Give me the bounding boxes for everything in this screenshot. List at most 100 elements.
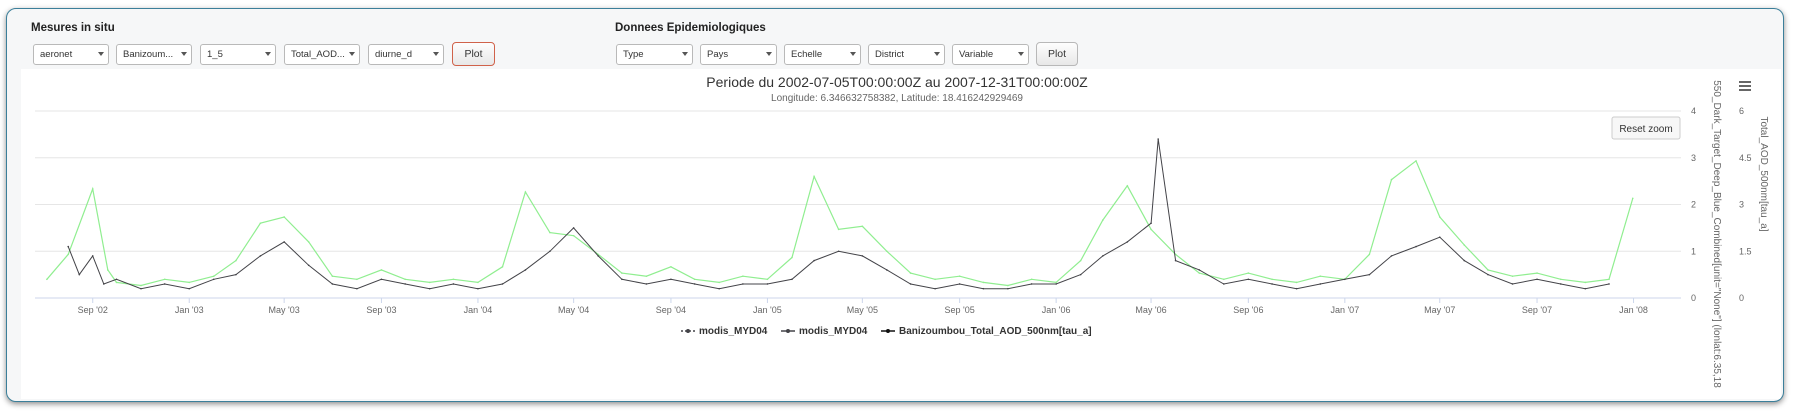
data-point [283,241,285,243]
data-point [1126,185,1129,187]
legend-marker [686,329,690,333]
chart-container: Periode du 2002-07-05T00:00:00Z au 2007-… [21,69,1781,399]
data-point [718,281,720,284]
data-point [1247,278,1250,281]
chevron-down-icon [181,52,187,56]
data-point [1126,241,1129,243]
data-point [78,273,81,276]
variable-select[interactable]: Total_AOD... [284,44,360,65]
hamburger-menu-icon[interactable] [1737,79,1753,95]
data-point [428,281,431,284]
data-point [140,287,142,290]
data-point [67,253,70,256]
data-point [1055,283,1057,285]
x-tick-label: Jan '08 [1619,305,1648,315]
epi-variable-select-value: Variable [959,49,994,60]
data-point [837,228,840,231]
data-point [1295,287,1298,290]
chevron-down-icon [1018,52,1024,56]
data-point [1438,236,1441,239]
pays-select-value: Pays [707,49,729,60]
data-point [356,287,358,290]
y-left-tick-label: 4 [1691,106,1696,116]
data-point [1415,245,1417,248]
x-tick-label: Jan '04 [464,305,493,315]
data-point [188,281,191,284]
data-point [163,278,166,281]
level-select[interactable]: 1_5 [200,44,276,65]
data-point [909,272,912,274]
data-point [1536,272,1538,274]
chevron-down-icon [433,52,439,56]
y-axis-right-title: Total_AOD_500nm[tau_a] [1758,116,1769,231]
data-point [140,284,142,287]
data-point [477,281,479,284]
data-point [1487,273,1489,276]
data-point [524,191,527,193]
data-point [259,222,262,224]
data-point [1030,278,1033,281]
reset-zoom-label: Reset zoom [1619,124,1672,135]
data-point [1271,283,1273,285]
plot-button-in-situ[interactable]: Plot [452,42,495,66]
type-select[interactable]: Type [616,44,693,65]
data-point [163,283,166,285]
data-point [1511,283,1514,285]
data-point [693,283,696,285]
data-point [91,255,94,257]
x-tick-label: Sep '02 [78,305,108,315]
data-point [572,234,575,237]
data-point [813,259,815,262]
x-tick-label: Sep '05 [945,305,975,315]
data-point [115,281,118,284]
data-point [477,287,479,290]
legend-item: modis_MYD04 [781,326,868,337]
data-point [1223,283,1225,285]
data-point [1157,138,1159,140]
plot-button-epidemiology[interactable]: Plot [1036,42,1078,66]
data-point [1198,272,1201,274]
data-point [670,266,672,268]
echelle-select[interactable]: Echelle [784,44,861,65]
data-point [1295,281,1298,284]
data-point [861,225,864,228]
legend-marker [886,329,890,333]
source-select[interactable]: aeronet [33,44,109,65]
x-tick-label: Sep '07 [1522,305,1552,315]
x-tick-label: Jan '06 [1042,305,1071,315]
data-point [380,278,383,281]
data-point [982,281,985,284]
data-point [428,287,431,290]
legend-label: modis_MYD04 [799,326,868,337]
data-point [791,256,793,259]
epi-variable-select[interactable]: Variable [952,44,1029,65]
pays-select[interactable]: Pays [700,44,777,65]
chart-title: Periode du 2002-07-05T00:00:00Z au 2007-… [706,74,1088,90]
data-point [235,259,237,262]
data-point [1102,219,1104,221]
chevron-down-icon [98,52,104,56]
data-point [1438,216,1441,218]
data-point [1319,283,1322,285]
data-point [380,269,383,271]
epidemiology-section-title: Donnees Epidemiologiques [615,22,766,34]
legend-item: modis_MYD04 [681,326,768,337]
x-tick-label: Jan '07 [1330,305,1359,315]
data-point [1415,160,1417,162]
data-point [307,264,310,267]
site-select[interactable]: Banizoum... [116,44,192,65]
data-point [1487,269,1489,271]
district-select[interactable]: District [868,44,945,65]
data-point [621,278,623,281]
data-point [1344,278,1346,281]
frequency-select[interactable]: diurne_d [368,44,444,65]
data-point [718,287,720,290]
chart-subtitle: Longitude: 6.346632758382, Latitude: 18.… [771,93,1023,104]
chevron-down-icon [682,52,688,56]
series-line-banizoumbou [46,159,1634,287]
data-point [645,283,648,285]
reset-zoom-button[interactable]: Reset zoom [1611,116,1681,140]
data-point [1559,283,1562,285]
data-point [283,216,285,218]
data-point [621,272,623,274]
